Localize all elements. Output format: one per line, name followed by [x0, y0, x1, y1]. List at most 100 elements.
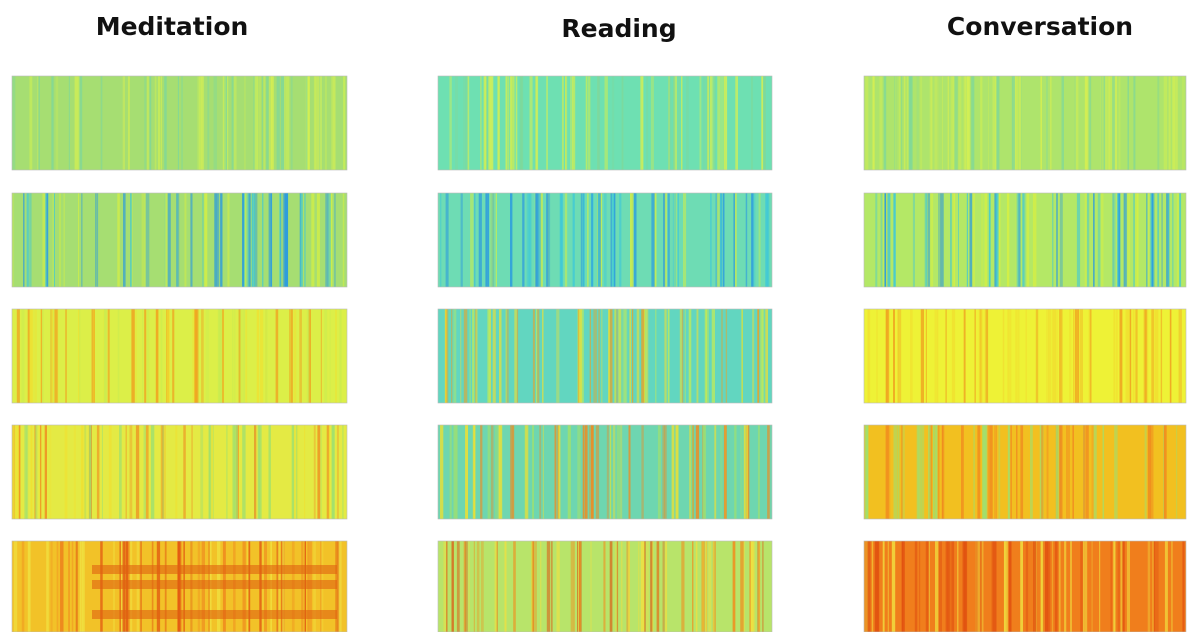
spectrogram-stripe: [1099, 541, 1100, 632]
spectrogram-stripe: [151, 425, 154, 519]
spectrogram-stripe: [176, 193, 179, 287]
spectrogram-stripe: [460, 309, 461, 403]
spectrogram-stripe: [450, 425, 452, 519]
spectrogram-stripe: [81, 193, 83, 287]
spectrogram-stripe: [1006, 541, 1009, 632]
spectrogram-stripe: [200, 425, 203, 519]
spectrogram-stripe: [683, 193, 686, 287]
spectrogram-stripe: [1015, 309, 1017, 403]
spectrogram-stripe: [613, 425, 615, 519]
spectrogram-stripe: [646, 541, 649, 632]
spectrogram-stripe: [30, 193, 31, 287]
spectrogram-stripe: [325, 193, 328, 287]
spectrogram-stripe: [102, 425, 103, 519]
spectrogram-stripe: [46, 193, 48, 287]
spectrogram-stripe: [1062, 76, 1065, 170]
spectrogram-stripe: [232, 309, 233, 403]
spectrogram-stripe: [577, 309, 578, 403]
spectrogram-stripe: [1086, 425, 1089, 519]
spectrogram-stripe: [455, 425, 458, 519]
spectrogram-stripe: [204, 193, 207, 287]
spectrogram-stripe: [899, 76, 901, 170]
spectrogram-stripe: [930, 76, 933, 170]
spectrogram-stripe: [1040, 76, 1042, 170]
spectrogram-stripe: [537, 309, 539, 403]
spectrogram-stripe: [142, 193, 144, 287]
spectrogram-stripe: [712, 309, 715, 403]
spectrogram-stripe: [974, 309, 976, 403]
spectrogram-stripe: [281, 76, 284, 170]
spectrogram-stripe: [233, 425, 236, 519]
spectrogram-stripe: [895, 76, 896, 170]
spectrogram-stripe: [495, 541, 498, 632]
spectrogram-stripe: [487, 193, 489, 287]
spectrogram-stripe: [1018, 309, 1019, 403]
spectrogram-stripe: [664, 309, 666, 403]
spectrogram-stripe: [760, 309, 761, 403]
spectrogram-stripe: [1083, 541, 1085, 632]
spectrogram-stripe: [1077, 193, 1080, 287]
spectrogram-stripe: [720, 425, 723, 519]
spectrogram-stripe: [533, 309, 535, 403]
spectrogram-stripe: [333, 76, 336, 170]
spectrogram-stripe: [901, 425, 902, 519]
spectrogram-stripe: [97, 425, 100, 519]
spectrogram-stripe: [668, 76, 671, 170]
spectrogram-stripe: [236, 425, 238, 519]
spectrogram-stripe: [541, 193, 543, 287]
spectrogram-stripe: [651, 193, 654, 287]
spectrogram-stripe: [954, 76, 957, 170]
spectrogram-stripe: [206, 309, 209, 403]
spectrogram-stripe: [207, 76, 209, 170]
spectrogram-stripe: [54, 309, 57, 403]
spectrogram-stripe: [513, 541, 516, 632]
spectrogram-stripe: [864, 541, 867, 632]
spectrogram: [864, 425, 1186, 519]
spectrogram-stripe: [898, 425, 900, 519]
spectrogram-stripe: [996, 425, 997, 519]
spectrogram-stripe: [710, 193, 712, 287]
spectrogram-stripe: [634, 193, 637, 287]
spectrogram-stripe: [314, 425, 316, 519]
spectrogram-stripe: [1148, 541, 1150, 632]
spectrogram-stripe: [921, 309, 924, 403]
spectrogram-stripe: [262, 193, 263, 287]
spectrogram-stripe: [701, 541, 705, 632]
spectrogram-stripe: [980, 541, 982, 632]
spectrogram-stripe: [681, 541, 684, 632]
spectrogram-stripe: [761, 309, 763, 403]
spectrogram-stripe: [735, 76, 738, 170]
spectrogram-stripe: [598, 309, 600, 403]
spectrogram-stripe: [123, 76, 125, 170]
spectrogram-stripe: [894, 425, 897, 519]
spectrogram-stripe: [734, 425, 736, 519]
spectrogram-stripe: [486, 76, 488, 170]
spectrogram-stripe: [253, 193, 255, 287]
spectrogram-stripe: [453, 309, 456, 403]
spectrogram-stripe: [493, 309, 496, 403]
spectrogram-stripe: [144, 76, 146, 170]
spectrogram-stripe: [630, 193, 633, 287]
spectrogram-stripe: [583, 425, 585, 519]
spectrogram-stripe: [74, 425, 76, 519]
spectrogram-stripe: [234, 309, 236, 403]
spectrogram: [12, 193, 347, 287]
spectrogram-stripe: [875, 193, 877, 287]
spectrogram-stripe: [1046, 309, 1049, 403]
spectrogram-stripe: [50, 425, 51, 519]
spectrogram-stripe: [697, 309, 699, 403]
spectrogram-stripe: [751, 193, 753, 287]
spectrogram-stripe: [217, 193, 219, 287]
spectrogram-stripe: [1157, 309, 1158, 403]
spectrogram-stripe: [1088, 309, 1090, 403]
spectrogram-stripe: [1033, 193, 1037, 287]
spectrogram-stripe: [1135, 193, 1137, 287]
spectrogram-stripe: [935, 309, 936, 403]
spectrogram-stripe: [1170, 309, 1172, 403]
spectrogram-stripe: [286, 76, 289, 170]
spectrogram-stripe: [586, 76, 587, 170]
spectrogram-stripe: [468, 76, 470, 170]
spectrogram-stripe: [31, 425, 33, 519]
spectrogram-stripe: [587, 193, 588, 287]
spectrogram-stripe: [335, 309, 336, 403]
